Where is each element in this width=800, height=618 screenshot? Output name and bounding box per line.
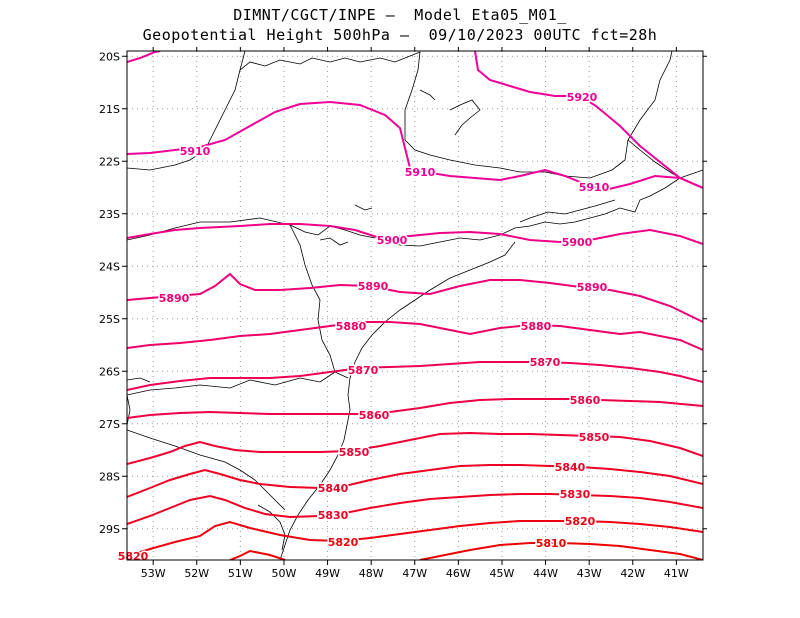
lon-tick-label: 52W — [184, 567, 209, 580]
state-border-sp-mg — [239, 51, 421, 72]
contour-label-5820: 5820 — [565, 515, 596, 528]
contour-5870 — [127, 361, 703, 391]
lat-tick-label: 28S — [99, 470, 120, 483]
contour-5830 — [127, 493, 703, 525]
contour-label-5840: 5840 — [318, 482, 349, 495]
contour-label-5920: 5920 — [567, 91, 598, 104]
lon-tick-label: 48W — [359, 567, 384, 580]
contour-label-5850: 5850 — [339, 446, 370, 459]
contour-label-5890: 5890 — [159, 292, 190, 305]
contour-5820 — [127, 520, 703, 557]
contour-label-5880: 5880 — [336, 320, 367, 333]
lat-tick-label: 24S — [99, 260, 120, 273]
lat-tick-label: 26S — [99, 365, 120, 378]
lat-tick-label: 22S — [99, 155, 120, 168]
state-border-mg-rj — [404, 51, 673, 179]
contour-label-5910: 5910 — [579, 181, 610, 194]
lagoon-patos — [257, 504, 286, 551]
contour-label-5910: 5910 — [180, 145, 211, 158]
contour-label-5890: 5890 — [358, 280, 389, 293]
lon-tick-label: 53W — [141, 567, 166, 580]
chart-title-line2: Geopotential Height 500hPa – 09/10/2023 … — [142, 26, 658, 44]
reservoir-2 — [419, 89, 436, 101]
graticule-grid — [127, 51, 703, 560]
state-border-es — [627, 139, 681, 179]
contour-label-5830: 5830 — [318, 509, 349, 522]
contour-label-5830: 5830 — [560, 488, 591, 501]
contour-label-5900: 5900 — [562, 236, 593, 249]
chart-title-line1: DIMNT/CGCT/INPE – Model Eta05_M01_ — [233, 6, 567, 24]
contour-5910 — [127, 100, 703, 192]
lon-tick-label: 45W — [490, 567, 515, 580]
contour-5860 — [127, 398, 703, 419]
contour-5890 — [127, 272, 703, 323]
contour-label-5820: 5820 — [118, 550, 149, 563]
state-border-ms-sp — [127, 69, 241, 171]
reservoir-3 — [319, 237, 349, 246]
coastline-sp — [279, 241, 516, 560]
contour-label-5820: 5820 — [328, 536, 359, 549]
contour-label-5900: 5900 — [377, 234, 408, 247]
lat-tick-label: 23S — [99, 208, 120, 221]
contour-label-5880: 5880 — [521, 320, 552, 333]
lon-tick-label: 51W — [228, 567, 253, 580]
coastline-borders — [127, 51, 703, 560]
lon-tick-label: 42W — [620, 567, 645, 580]
contour-label-5850: 5850 — [579, 431, 610, 444]
contour-label-5870: 5870 — [348, 364, 379, 377]
contour-5880 — [127, 321, 703, 351]
lon-tick-label: 49W — [315, 567, 340, 580]
state-border-pr-sc — [127, 371, 349, 396]
contour-label-5870: 5870 — [530, 356, 561, 369]
contour-label-5860: 5860 — [570, 394, 601, 407]
coastline — [377, 169, 703, 247]
contour-5810 — [229, 542, 703, 560]
contour-label-5910: 5910 — [405, 166, 436, 179]
lat-tick-label: 21S — [99, 103, 120, 116]
border-paraguay-ms — [289, 224, 336, 373]
contour-label-5890: 5890 — [577, 281, 608, 294]
reservoir-1 — [449, 99, 481, 136]
contour-label-5860: 5860 — [359, 409, 390, 422]
lon-tick-label: 46W — [446, 567, 471, 580]
lon-tick-label: 41W — [664, 567, 689, 580]
contour-label-5840: 5840 — [555, 461, 586, 474]
state-border-sc-rs — [127, 429, 286, 511]
lon-tick-label: 43W — [577, 567, 602, 580]
lat-tick-label: 27S — [99, 418, 120, 431]
lon-tick-label: 44W — [533, 567, 558, 580]
lat-tick-label: 25S — [99, 313, 120, 326]
lat-tick-label: 20S — [99, 50, 120, 63]
reservoir-4 — [354, 204, 373, 211]
contour-label-5810: 5810 — [536, 537, 567, 550]
lon-tick-label: 50W — [272, 567, 297, 580]
state-border-argentina — [127, 377, 151, 426]
map-frame — [126, 50, 704, 561]
lat-tick-label: 29S — [99, 523, 120, 536]
contour-5900 — [127, 223, 703, 245]
contour-5850 — [127, 431, 703, 465]
state-border-ms-pr — [127, 217, 291, 241]
lon-tick-label: 47W — [402, 567, 427, 580]
contour-5840 — [127, 464, 703, 498]
coastline-rj — [519, 199, 616, 223]
